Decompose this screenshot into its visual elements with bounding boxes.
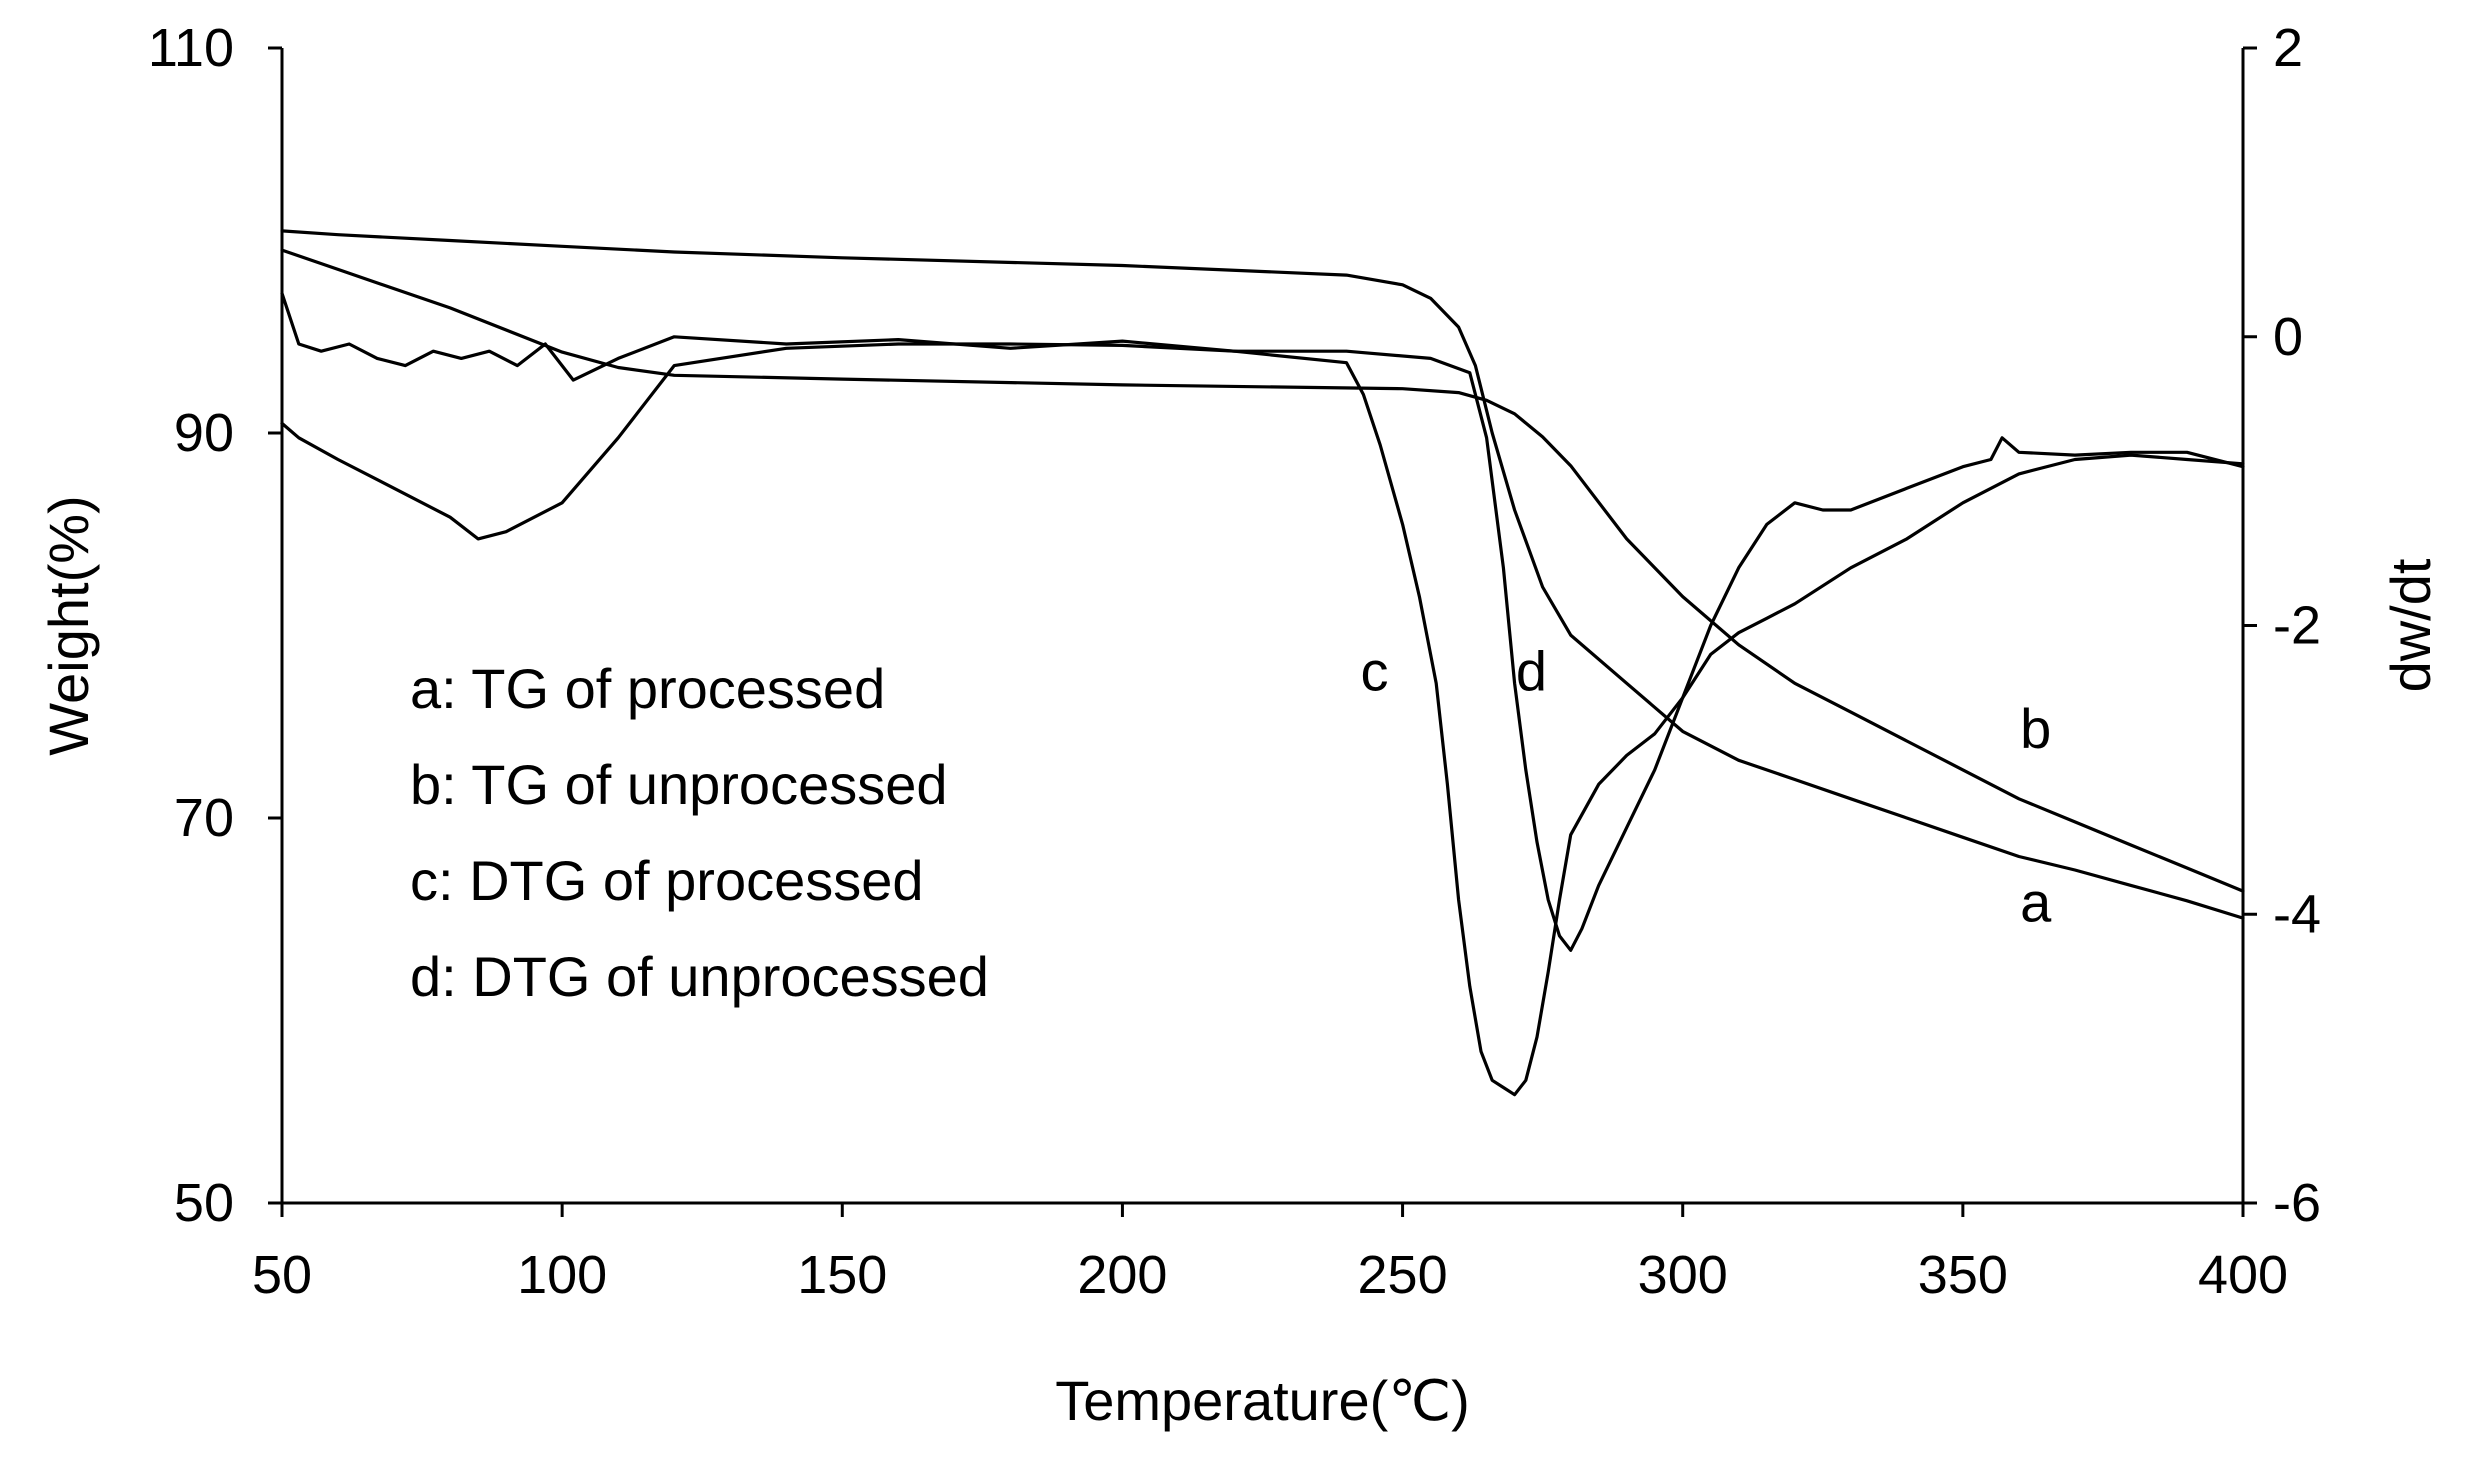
legend-entry: a: TG of processed <box>410 657 885 720</box>
curve-tag-a: a <box>2020 870 2052 933</box>
y-right-tick-label: 2 <box>2273 18 2303 78</box>
y-right-tick-label: -2 <box>2273 596 2321 656</box>
x-axis-title: Temperature(℃) <box>1055 1369 1470 1432</box>
x-tick-label: 250 <box>1358 1245 1448 1305</box>
y-right-tick-label: 0 <box>2273 307 2303 367</box>
x-tick-label: 200 <box>1077 1245 1167 1305</box>
y-left-tick-label: 70 <box>174 788 234 848</box>
labels-layer: Temperature(℃) Weight(%) dw/dt a: TG of pro… <box>37 495 2442 1432</box>
y-left-tick-label: 50 <box>174 1173 234 1233</box>
legend-entry: b: TG of unprocessed <box>410 753 948 816</box>
series-line-b <box>280 248 2245 893</box>
x-tick-label: 50 <box>252 1245 312 1305</box>
x-tick-label: 100 <box>517 1245 607 1305</box>
curve-tag-b: b <box>2020 697 2051 760</box>
curve-tag-c: c <box>1361 639 1389 702</box>
curve-tag-d: d <box>1516 639 1547 702</box>
y-right-tick-label: -6 <box>2273 1173 2321 1233</box>
series-line-c <box>280 342 2245 1097</box>
x-tick-label: 300 <box>1638 1245 1728 1305</box>
axes-layer: 50 100 150 200 250 300 350 400 50 70 90 110 -6 -4 -2 0 2 <box>148 18 2321 1305</box>
legend-entry: d: DTG of unprocessed <box>410 945 989 1008</box>
series-line-d <box>280 291 2245 952</box>
series-line-a <box>280 229 2245 920</box>
x-tick-label: 400 <box>2198 1245 2288 1305</box>
y-axis-right-title: dw/dt <box>2379 558 2442 692</box>
legend-entry: c: DTG of processed <box>410 849 924 912</box>
y-right-tick-label: -4 <box>2273 884 2321 944</box>
y-left-tick-label: 90 <box>174 403 234 463</box>
x-tick-label: 350 <box>1918 1245 2008 1305</box>
x-tick-label: 150 <box>797 1245 887 1305</box>
y-axis-left-title: Weight(%) <box>37 495 100 755</box>
series-layer <box>280 229 2245 1097</box>
y-left-tick-label: 110 <box>148 18 234 78</box>
